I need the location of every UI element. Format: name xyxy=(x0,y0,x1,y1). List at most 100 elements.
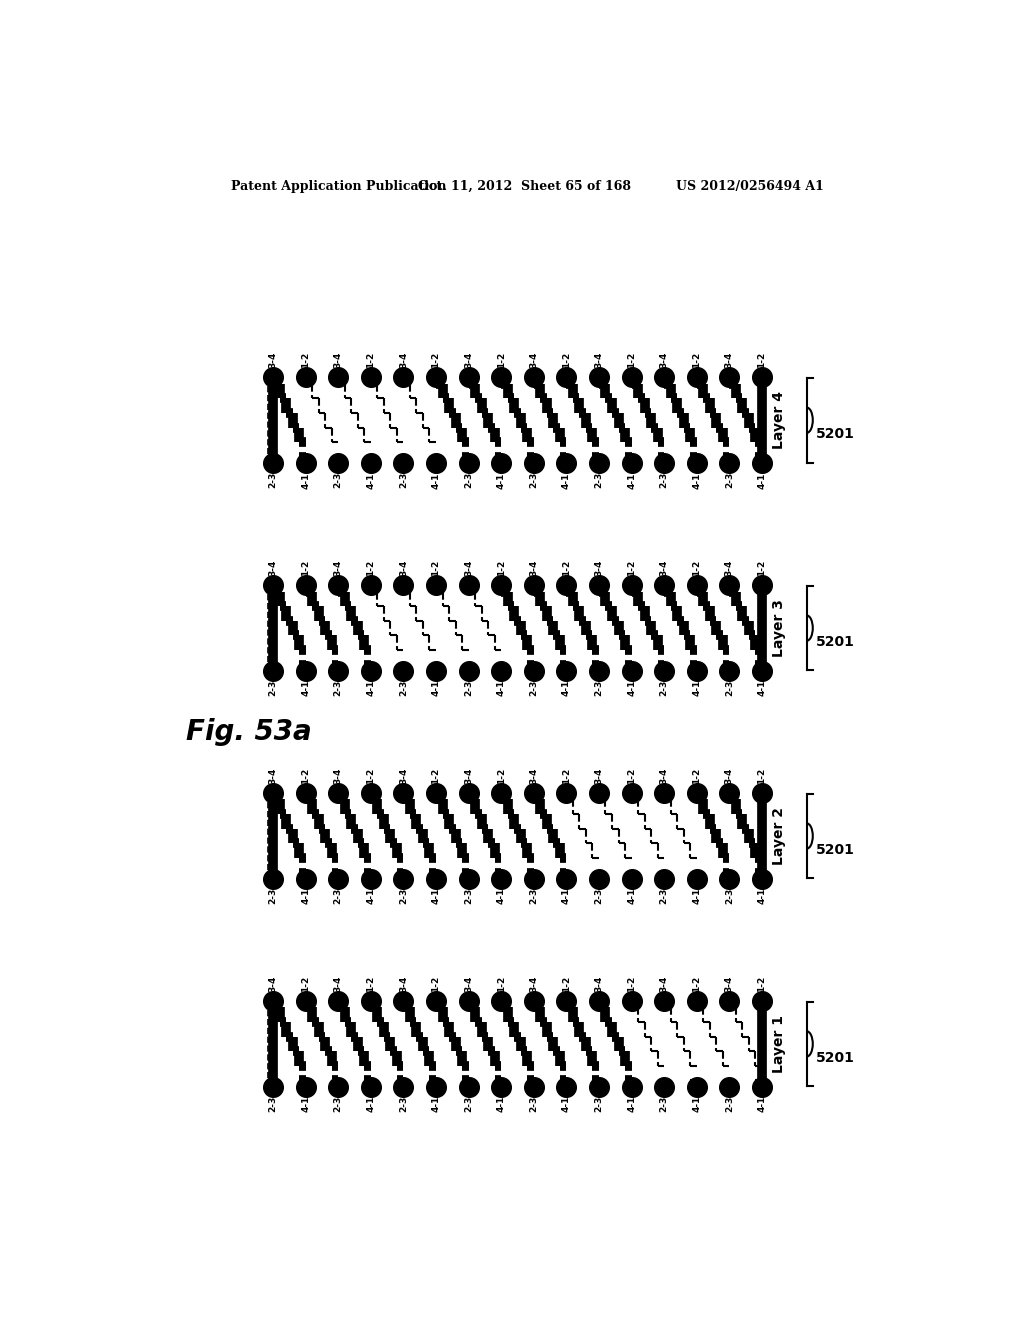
Text: 4-1: 4-1 xyxy=(431,1096,440,1113)
Text: 4-1: 4-1 xyxy=(562,1096,571,1113)
Text: 1-2: 1-2 xyxy=(431,768,440,784)
Text: 4-1: 4-1 xyxy=(562,888,571,904)
Point xyxy=(525,453,542,474)
Point xyxy=(624,574,640,595)
Point xyxy=(395,660,412,681)
Point xyxy=(591,660,607,681)
Text: 2-3: 2-3 xyxy=(268,888,278,904)
Text: 3-4: 3-4 xyxy=(595,768,603,784)
Text: Fig. 53a: Fig. 53a xyxy=(186,718,311,746)
Text: 4-1: 4-1 xyxy=(367,888,376,904)
Point xyxy=(624,453,640,474)
Point xyxy=(656,660,673,681)
Point xyxy=(558,660,574,681)
Text: 5201: 5201 xyxy=(816,428,855,441)
Point xyxy=(591,453,607,474)
Text: 2-3: 2-3 xyxy=(334,1096,343,1113)
Text: 5201: 5201 xyxy=(816,1051,855,1065)
Point xyxy=(395,990,412,1011)
Text: 1-2: 1-2 xyxy=(627,975,636,991)
Text: 3-4: 3-4 xyxy=(334,352,343,368)
Point xyxy=(656,367,673,388)
Point xyxy=(688,1076,705,1097)
Point xyxy=(525,574,542,595)
Point xyxy=(591,574,607,595)
Point xyxy=(558,453,574,474)
Text: 3-4: 3-4 xyxy=(529,975,539,991)
Point xyxy=(330,574,346,595)
Text: 1-2: 1-2 xyxy=(497,352,506,368)
Point xyxy=(656,783,673,804)
Text: 4-1: 4-1 xyxy=(497,680,506,697)
Point xyxy=(656,574,673,595)
Point xyxy=(558,990,574,1011)
Text: 1-2: 1-2 xyxy=(627,560,636,576)
Point xyxy=(493,367,509,388)
Point xyxy=(688,783,705,804)
Point xyxy=(624,367,640,388)
Point xyxy=(493,660,509,681)
Point xyxy=(525,1076,542,1097)
Text: 1-2: 1-2 xyxy=(301,352,310,368)
Text: 2-3: 2-3 xyxy=(268,473,278,488)
Point xyxy=(493,1076,509,1097)
Text: 2-3: 2-3 xyxy=(659,888,669,904)
Text: 2-3: 2-3 xyxy=(464,1096,473,1113)
Text: Layer 4: Layer 4 xyxy=(772,391,785,449)
Text: 3-4: 3-4 xyxy=(595,560,603,576)
Point xyxy=(754,453,770,474)
Point xyxy=(656,990,673,1011)
Point xyxy=(688,453,705,474)
Text: 1-2: 1-2 xyxy=(758,768,766,784)
Point xyxy=(265,453,282,474)
Text: 2-3: 2-3 xyxy=(399,888,408,904)
Point xyxy=(362,869,379,890)
Point xyxy=(297,660,313,681)
Text: 3-4: 3-4 xyxy=(268,768,278,784)
Point xyxy=(461,574,477,595)
Text: 1-2: 1-2 xyxy=(301,975,310,991)
Text: 4-1: 4-1 xyxy=(692,1096,701,1113)
Text: 3-4: 3-4 xyxy=(659,352,669,368)
Point xyxy=(754,1076,770,1097)
Point xyxy=(395,869,412,890)
Text: 2-3: 2-3 xyxy=(399,680,408,697)
Text: 3-4: 3-4 xyxy=(399,560,408,576)
Point xyxy=(265,574,282,595)
Text: 1-2: 1-2 xyxy=(497,975,506,991)
Text: 1-2: 1-2 xyxy=(758,352,766,368)
Text: Layer 2: Layer 2 xyxy=(772,807,785,865)
Text: 3-4: 3-4 xyxy=(399,352,408,368)
Text: 2-3: 2-3 xyxy=(659,1096,669,1113)
Point xyxy=(265,990,282,1011)
Text: 3-4: 3-4 xyxy=(595,975,603,991)
Text: 1-2: 1-2 xyxy=(758,975,766,991)
Text: 2-3: 2-3 xyxy=(595,1096,603,1113)
Text: 2-3: 2-3 xyxy=(659,680,669,697)
Point xyxy=(493,869,509,890)
Text: 1-2: 1-2 xyxy=(497,768,506,784)
Text: 4-1: 4-1 xyxy=(758,473,766,488)
Text: 4-1: 4-1 xyxy=(367,1096,376,1113)
Text: 4-1: 4-1 xyxy=(627,1096,636,1113)
Point xyxy=(265,660,282,681)
Point xyxy=(656,453,673,474)
Text: 1-2: 1-2 xyxy=(692,352,701,368)
Point xyxy=(688,990,705,1011)
Point xyxy=(688,869,705,890)
Point xyxy=(525,367,542,388)
Text: 3-4: 3-4 xyxy=(595,352,603,368)
Text: 4-1: 4-1 xyxy=(497,888,506,904)
Point xyxy=(265,367,282,388)
Point xyxy=(721,367,737,388)
Text: 3-4: 3-4 xyxy=(529,768,539,784)
Point xyxy=(754,574,770,595)
Text: 3-4: 3-4 xyxy=(399,768,408,784)
Point xyxy=(688,367,705,388)
Text: US 2012/0256494 A1: US 2012/0256494 A1 xyxy=(676,180,823,193)
Text: 3-4: 3-4 xyxy=(464,768,473,784)
Text: 1-2: 1-2 xyxy=(692,768,701,784)
Point xyxy=(461,990,477,1011)
Text: 4-1: 4-1 xyxy=(627,888,636,904)
Text: 4-1: 4-1 xyxy=(758,1096,766,1113)
